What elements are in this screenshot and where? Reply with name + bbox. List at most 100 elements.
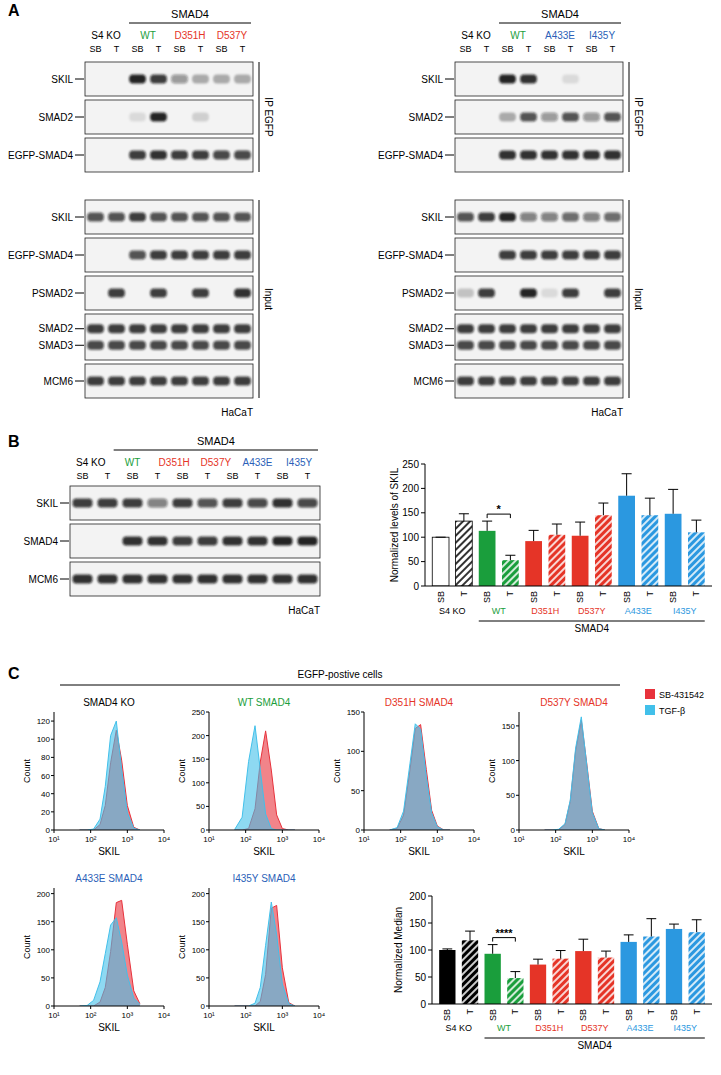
- group-label: I435Y: [286, 457, 312, 468]
- y-tick: [421, 537, 425, 538]
- error-cap: [601, 951, 611, 952]
- x-tick-label: T: [598, 591, 608, 597]
- hist-curves: [235, 726, 295, 830]
- hist-curves: [235, 902, 295, 1006]
- y-tick: [206, 735, 209, 736]
- error-cap: [465, 931, 475, 932]
- group-title-line: [479, 621, 705, 622]
- y-tick-label: 150: [37, 918, 51, 927]
- x-axis-label: SKIL: [253, 846, 275, 857]
- band: [234, 377, 251, 386]
- row-label: SMAD2: [39, 112, 74, 123]
- band: [478, 289, 495, 298]
- band: [98, 537, 118, 546]
- bar: [642, 515, 659, 586]
- group-label: WT: [125, 457, 141, 468]
- band: [108, 341, 125, 350]
- row-label: SMAD3: [39, 340, 74, 351]
- blot-box: [455, 364, 623, 398]
- band: [583, 113, 600, 122]
- hist-line: [80, 900, 140, 1006]
- y-tick: [428, 950, 432, 951]
- x-axis-label: SKIL: [563, 846, 585, 857]
- y-tick-label: 200: [192, 732, 206, 741]
- row-tick: [445, 117, 454, 118]
- band: [520, 289, 537, 298]
- hist-line: [80, 721, 140, 830]
- band: [520, 377, 537, 386]
- error-cap: [556, 950, 566, 951]
- bar: [618, 496, 635, 586]
- band: [499, 213, 516, 222]
- x-axis: [54, 1006, 164, 1007]
- band: [520, 151, 537, 160]
- error-bar: [583, 939, 584, 951]
- y-tick-label: 100: [502, 757, 516, 766]
- hist-line: [235, 726, 295, 830]
- group-label: WT: [492, 606, 506, 616]
- x-axis: [54, 830, 164, 831]
- band: [541, 251, 558, 260]
- group-label: D351H: [174, 30, 205, 41]
- lane-label: T: [610, 44, 616, 54]
- x-tick-label: 10²: [240, 1011, 252, 1020]
- band: [273, 499, 293, 508]
- error-cap: [645, 498, 655, 499]
- y-tick: [51, 949, 54, 950]
- significance: ****: [495, 927, 513, 939]
- x-tick-label: 10²: [85, 1011, 97, 1020]
- blot-box: [455, 238, 623, 272]
- band: [223, 537, 243, 546]
- hist-line: [80, 918, 140, 1006]
- error-bar: [628, 935, 629, 942]
- group-label: I435Y: [589, 30, 615, 41]
- blot-box: [85, 138, 253, 172]
- row-tick: [445, 293, 454, 294]
- y-tick: [516, 760, 519, 761]
- y-tick: [428, 896, 432, 897]
- y-tick-label: 0: [356, 826, 361, 835]
- band: [171, 289, 188, 298]
- x-tick-label: T: [692, 1009, 702, 1015]
- y-tick-label: 50: [196, 802, 205, 811]
- x-tick: [400, 830, 401, 833]
- x-tick-label: 10³: [122, 1011, 134, 1020]
- band: [457, 289, 474, 298]
- band: [562, 289, 579, 298]
- band: [73, 575, 93, 584]
- hist-title: A433E SMAD4: [75, 873, 143, 884]
- y-tick: [361, 712, 364, 713]
- lane-label: SB: [173, 44, 185, 54]
- band: [87, 377, 104, 386]
- hist-area: [545, 717, 605, 830]
- error-bar: [515, 972, 516, 978]
- band: [478, 75, 495, 84]
- x-tick-label: SB: [622, 591, 632, 603]
- x-tick: [90, 830, 91, 833]
- bar: [572, 536, 589, 586]
- lane-label: SB: [131, 44, 143, 54]
- x-tick-label: 10³: [432, 835, 444, 844]
- row-tick: [445, 255, 454, 256]
- bar: [643, 937, 659, 1005]
- error-cap: [578, 939, 588, 940]
- bar: [553, 959, 569, 1004]
- x-tick-label: T: [510, 1009, 520, 1015]
- y-axis-label: Count: [177, 759, 187, 784]
- band: [499, 324, 516, 333]
- error-bar: [651, 919, 652, 937]
- band: [234, 213, 251, 222]
- y-tick: [51, 739, 54, 740]
- row-tick: [75, 293, 84, 294]
- x-axis: [519, 830, 629, 831]
- y-tick-label: 50: [415, 972, 427, 983]
- panel-label: B: [8, 433, 20, 450]
- lane-label: SB: [226, 471, 238, 481]
- group-label: A433E: [625, 606, 652, 616]
- x-tick-label: SB: [442, 1009, 452, 1021]
- group-label: D537Y: [581, 1023, 609, 1033]
- row-tick: [60, 541, 69, 542]
- group-label: I435Y: [673, 606, 697, 616]
- row-tick: [75, 328, 84, 329]
- blot-box: [85, 364, 253, 398]
